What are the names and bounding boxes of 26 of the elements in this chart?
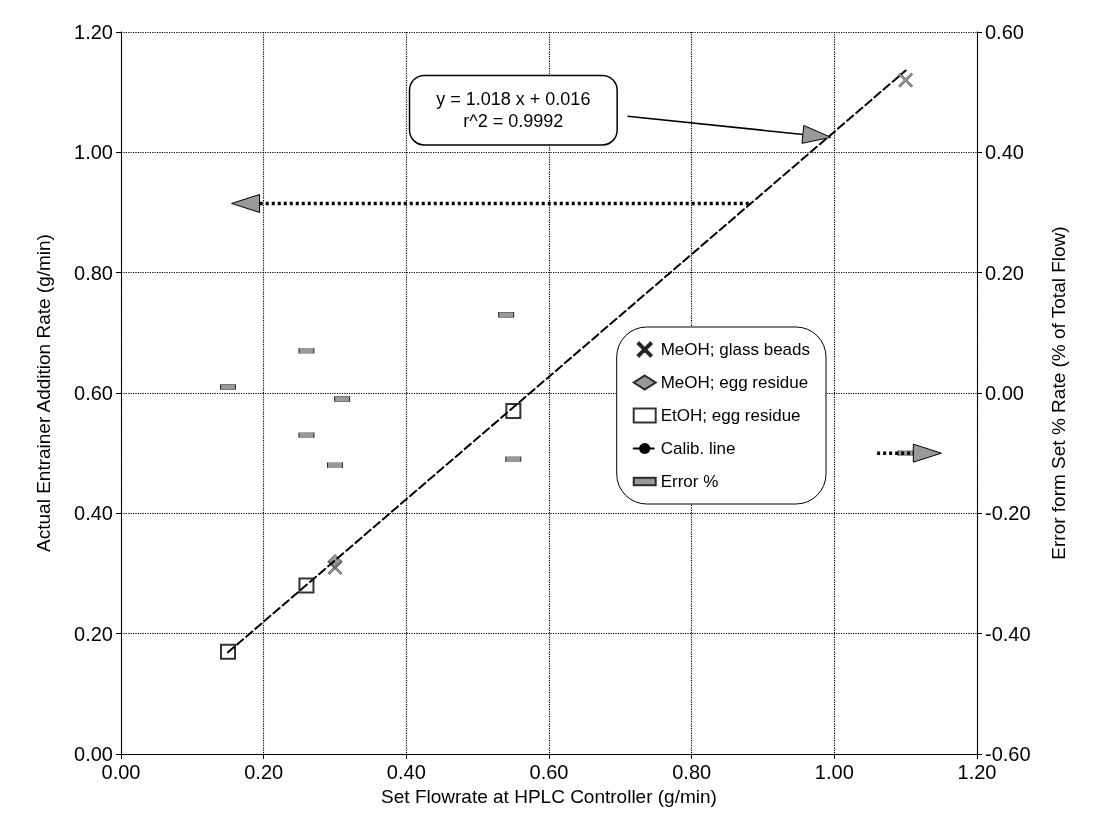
x-tick-label: 0.20	[244, 761, 284, 783]
y2-tick-label: 0.60	[985, 21, 1024, 43]
y2-tick-label: 0.40	[985, 141, 1024, 164]
y-tick-label: 0.80	[74, 261, 113, 284]
legend-label: MeOH; egg residue	[660, 373, 809, 392]
y-tick-label: 0.60	[74, 382, 113, 404]
legend-label: Calib. line	[660, 439, 736, 458]
y-axis-title: Actual Entrainer Addition Rate (g/min)	[33, 234, 54, 552]
y2-tick-label: 0.00	[985, 382, 1024, 404]
annotation: y = 1.018 x + 0.016 r^2 = 0.9992	[436, 89, 591, 132]
x-axis-title: Set Flowrate at HPLC Controller (g/min)	[381, 785, 717, 807]
y2-tick-label: -0.20	[985, 502, 1031, 525]
y2-tick-label: -0.40	[985, 622, 1031, 645]
y-tick-label: 0.40	[74, 502, 113, 525]
y-tick-label: 1.00	[74, 141, 113, 164]
y2-axis-title: Error form Set % Rate (% of Total Flow)	[1048, 226, 1069, 560]
x-tick-label: 1.00	[814, 761, 854, 783]
x-tick-label: 0.80	[672, 761, 712, 783]
legend-label: Error %	[660, 472, 719, 491]
y-tick-label: 1.20	[74, 21, 113, 43]
x-tick-label: 0.40	[386, 761, 426, 783]
legend-label: MeOH; glass beads	[660, 340, 811, 359]
y-tick-label: 0.20	[74, 622, 113, 645]
x-tick-label: 0.60	[529, 761, 569, 783]
legend-label: EtOH; egg residue	[660, 406, 801, 425]
y2-tick-label: 0.20	[985, 261, 1024, 284]
